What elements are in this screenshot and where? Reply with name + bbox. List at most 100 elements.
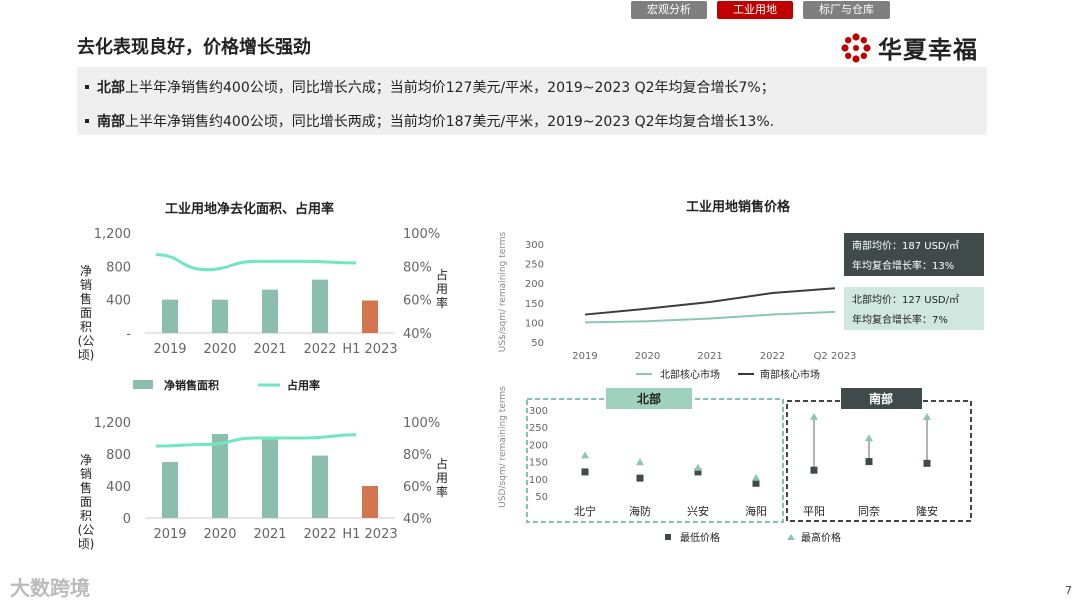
annotation-text: 南部均价：187 USD/㎡ (852, 239, 959, 252)
y-tick-label: 1,200 (94, 416, 131, 431)
top-nav: 宏观分析 工业用地 标厂与仓库 (631, 1, 890, 19)
y2-axis-label: 率 (436, 295, 448, 310)
bar-H1 2023 (362, 486, 378, 518)
y2-axis-label: 占 (436, 456, 448, 471)
bullet-north: 北部上半年净销售约400公顷，同比增长六成；当前均价127美元/平米，2019~… (85, 77, 775, 97)
y-axis-label: USD/sqm/ remaining terms (498, 386, 508, 508)
y-axis-label-unit: (公 (78, 334, 95, 348)
y-axis-label: 净 (80, 453, 92, 467)
north-group-tag (606, 388, 692, 409)
bar-2022 (312, 455, 328, 518)
y-axis-label: 销 (80, 278, 92, 292)
company-logo: 华夏幸福 (840, 30, 978, 65)
y-tick-label: 150 (529, 458, 548, 469)
legend-line-label: 占用率 (287, 378, 320, 392)
legend-bar-swatch (133, 380, 153, 389)
tab-factory-warehouse[interactable]: 标厂与仓库 (803, 1, 890, 19)
south-group-label: 南部 (869, 391, 893, 406)
max-price-marker (810, 412, 818, 420)
max-price-marker (865, 434, 873, 442)
max-price-marker (581, 451, 589, 459)
min-price-marker (752, 479, 760, 487)
x-tick-label: 海防 (629, 504, 651, 518)
annotation-box (844, 233, 984, 276)
north-group-label: 北部 (637, 391, 661, 406)
y-axis-label: 售 (80, 480, 92, 495)
y-tick-label: 800 (106, 448, 131, 463)
y-tick-label: 100 (525, 318, 544, 329)
y-tick-label: 300 (525, 240, 544, 251)
y-tick-label: 400 (106, 480, 131, 495)
tab-macro-analysis[interactable]: 宏观分析 (631, 1, 707, 19)
y-axis-label: 面 (80, 306, 92, 320)
bar-2020 (212, 434, 228, 518)
y-tick-label: 800 (106, 260, 131, 275)
x-tick-label: 海阳 (745, 504, 767, 518)
south-group-tag (841, 388, 922, 409)
occupancy-line (155, 433, 357, 448)
y-axis-label: 售 (80, 291, 92, 306)
x-tick-label: 隆安 (916, 504, 938, 518)
x-tick-label: 2020 (203, 527, 236, 542)
min-price-marker (923, 459, 931, 467)
x-tick-label: 北宁 (574, 504, 596, 518)
y-tick-label: 150 (525, 299, 544, 310)
min-price-marker (581, 468, 589, 476)
max-price-marker (923, 412, 931, 420)
y2-tick-label: 80% (403, 260, 432, 275)
min-price-marker (636, 474, 644, 482)
logo-text: 华夏幸福 (878, 36, 978, 64)
legend-north-label: 北部核心市场 (660, 368, 720, 381)
x-tick-label: 2021 (253, 342, 286, 357)
x-tick-label: 2020 (203, 342, 236, 357)
y-tick-label: 300 (529, 406, 548, 417)
min-price-marker (865, 458, 873, 466)
bullet-north-text: 上半年净销售约400公顷，同比增长六成；当前均价127美元/平米，2019~20… (125, 80, 775, 96)
annotation-text: 年均复合增长率：7% (852, 313, 948, 326)
x-tick-label: 2020 (635, 351, 660, 362)
y-tick-label: 200 (529, 440, 548, 451)
summary-box: 北部上半年净销售约400公顷，同比增长六成；当前均价127美元/平米，2019~… (77, 67, 987, 135)
x-tick-label: 2019 (153, 342, 186, 357)
x-tick-label: Q2 2023 (814, 351, 857, 362)
y-axis-label: US$/sqm/ remaining terms (498, 231, 508, 352)
north-group-frame (526, 398, 784, 523)
y2-axis-label: 用 (436, 282, 448, 296)
x-tick-label: H1 2023 (342, 527, 397, 542)
legend-max-label: 最高价格 (801, 531, 841, 544)
bar-2019 (162, 462, 178, 518)
x-tick-label: H1 2023 (342, 342, 397, 357)
y2-tick-label: 40% (403, 512, 432, 527)
legend-bar-label: 净销售面积 (164, 378, 219, 392)
bullet-north-region: 北部 (97, 80, 125, 96)
x-tick-label: 2022 (760, 351, 785, 362)
y-tick-label: 250 (525, 260, 544, 271)
y2-axis-label: 占 (436, 267, 448, 282)
legend-south-label: 南部核心市场 (760, 368, 820, 381)
y-axis-label: 销 (80, 467, 92, 481)
annotation-box (844, 287, 984, 330)
y-tick-label: 100 (529, 475, 548, 486)
y2-axis-label: 率 (436, 484, 448, 499)
y2-axis-label: 用 (436, 471, 448, 485)
bullet-south-text: 上半年净销售约400公顷，同比增长两成；当前均价187美元/平米，2019~20… (125, 114, 775, 130)
y-tick-label: - (126, 327, 131, 342)
y2-tick-label: 80% (403, 448, 432, 463)
y-axis-label: 积 (80, 509, 92, 523)
x-tick-label: 2019 (572, 351, 597, 362)
y2-tick-label: 100% (403, 416, 440, 431)
x-tick-label: 平阳 (803, 505, 825, 518)
min-price-marker (694, 468, 702, 476)
bar-2020 (212, 299, 228, 333)
bar-H1 2023 (362, 300, 378, 333)
legend-max-swatch (787, 534, 795, 540)
tab-industrial-land[interactable]: 工业用地 (717, 1, 793, 19)
annotation-text: 北部均价：127 USD/㎡ (852, 293, 959, 306)
y-tick-label: 50 (531, 338, 544, 349)
bullet-south: 南部上半年净销售约400公顷，同比增长两成；当前均价187美元/平米，2019~… (85, 111, 774, 131)
bar-2021 (262, 439, 278, 518)
annotation-text: 年均复合增长率：13% (852, 259, 954, 272)
y-tick-label: 400 (106, 294, 131, 309)
y-tick-label: 200 (525, 279, 544, 290)
